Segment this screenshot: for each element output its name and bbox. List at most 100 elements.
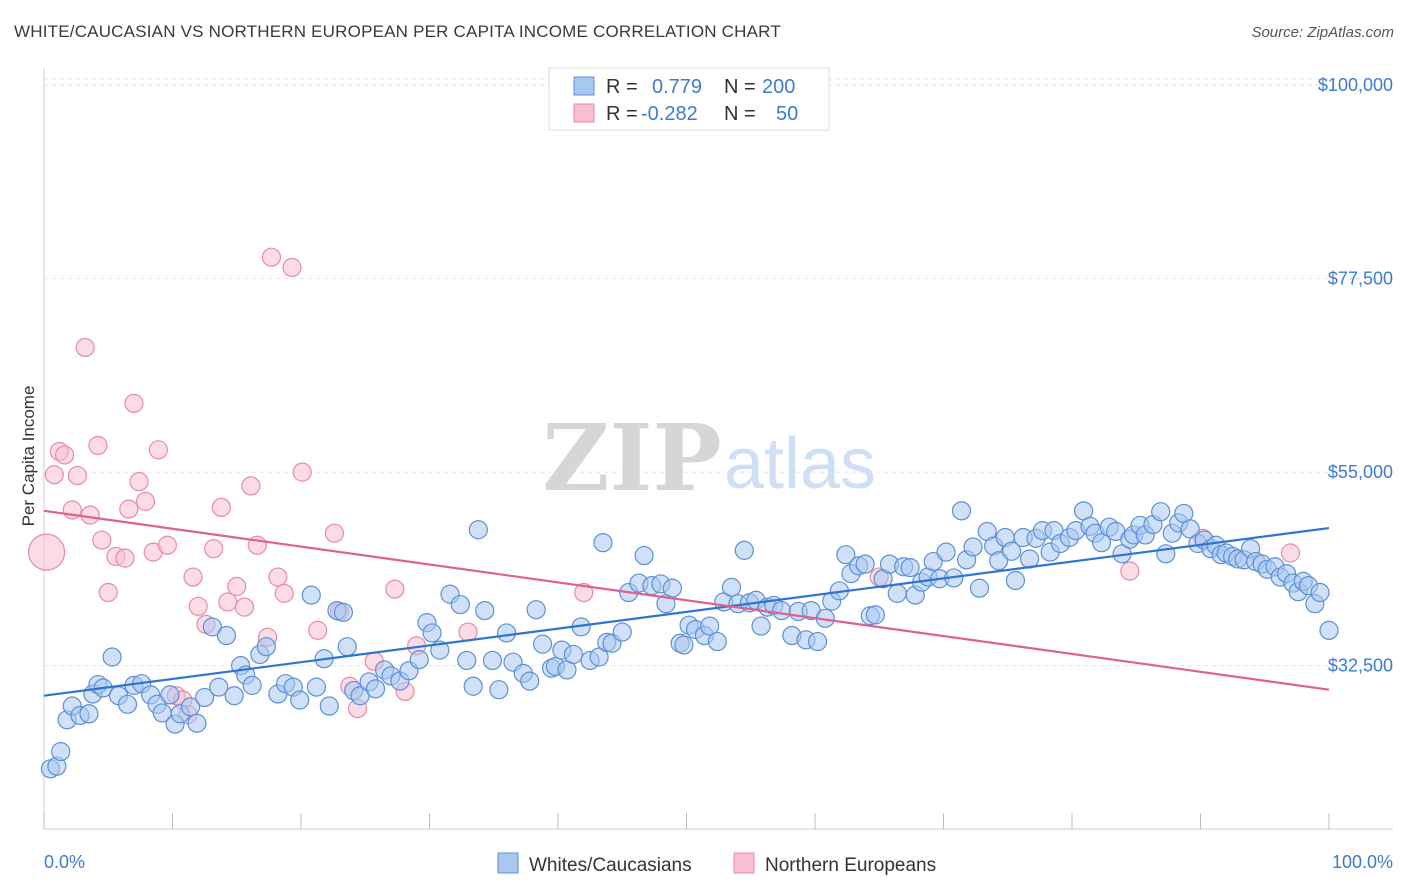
northern-europeans-point bbox=[124, 393, 144, 413]
whites-point bbox=[187, 713, 207, 733]
stats-legend: R = 0.779 N = 200 R = -0.282 N = 50 bbox=[548, 67, 830, 131]
series-legend: Whites/Caucasians Northern Europeans bbox=[497, 852, 936, 876]
northern-europeans-point bbox=[234, 597, 255, 617]
y-axis-label: Per Capita Income bbox=[19, 386, 38, 527]
whites-point bbox=[301, 585, 321, 605]
northern-europeans-point bbox=[80, 505, 100, 525]
northern-europeans-point bbox=[292, 462, 312, 482]
northern-europeans-point bbox=[241, 476, 261, 496]
northern-europeans-point bbox=[129, 472, 149, 492]
source-credit: Source: ZipAtlas.com bbox=[1251, 24, 1394, 41]
whites-point bbox=[1002, 541, 1022, 561]
whites-point bbox=[771, 600, 792, 621]
whites-point bbox=[836, 545, 856, 565]
whites-point bbox=[422, 623, 442, 643]
whites-point bbox=[662, 578, 682, 598]
whites-point bbox=[751, 616, 771, 636]
whites-point bbox=[532, 634, 553, 654]
whites-point bbox=[807, 631, 828, 652]
whites-point bbox=[1005, 570, 1026, 591]
y-tick-label: $32,500 bbox=[1328, 656, 1393, 676]
whites-point bbox=[900, 557, 920, 578]
legend-pink-n-label: N = bbox=[724, 103, 756, 125]
x-tick-min: 0.0% bbox=[44, 852, 85, 872]
whites-point bbox=[365, 679, 386, 699]
northern-europeans-point bbox=[458, 622, 478, 642]
chart-title: WHITE/CAUCASIAN VS NORTHERN EUROPEAN PER… bbox=[14, 22, 781, 41]
legend-pink-r-value: -0.282 bbox=[641, 103, 698, 125]
whites-point bbox=[563, 644, 584, 665]
whites-point bbox=[117, 694, 138, 714]
whites-point bbox=[409, 650, 429, 670]
whites-point bbox=[79, 704, 99, 724]
northern-europeans-point bbox=[44, 465, 64, 485]
northern-europeans-point bbox=[67, 465, 88, 486]
whites-point bbox=[1091, 533, 1112, 553]
whites-point bbox=[855, 554, 875, 574]
whites-point bbox=[160, 685, 180, 705]
whites-point bbox=[306, 677, 327, 697]
gridlines bbox=[44, 78, 1393, 667]
northern-europeans-point bbox=[148, 440, 168, 460]
legend-blue-r-label: R = bbox=[606, 76, 638, 98]
northern-europeans-point bbox=[183, 567, 203, 587]
legend-pink-n-value: 50 bbox=[776, 103, 798, 125]
whites-point bbox=[1151, 502, 1171, 522]
northern-europeans-point bbox=[27, 533, 66, 571]
whites-point bbox=[489, 680, 509, 700]
whites-point bbox=[520, 671, 540, 691]
whites-point bbox=[989, 551, 1009, 571]
northern-europeans-point bbox=[75, 337, 95, 358]
whites-point bbox=[734, 540, 754, 560]
whites-point bbox=[482, 650, 503, 671]
whites-point bbox=[674, 635, 694, 655]
y-tick-labels: $32,500 $55,000 $77,500 $100,000 bbox=[1318, 75, 1393, 675]
northern-europeans-point bbox=[54, 445, 75, 465]
northern-europeans-point bbox=[261, 247, 282, 267]
northern-europeans-point bbox=[1120, 561, 1140, 581]
whites-point bbox=[457, 650, 477, 671]
northern-europeans-point bbox=[268, 567, 288, 587]
whites-point bbox=[951, 501, 972, 521]
whites-point bbox=[209, 677, 229, 697]
northern-europeans-point bbox=[274, 583, 294, 603]
whites-point bbox=[963, 537, 983, 557]
whites-point bbox=[593, 533, 613, 553]
northern-europeans-point bbox=[115, 548, 135, 568]
whites-point bbox=[612, 622, 632, 642]
whites-point bbox=[634, 545, 654, 566]
whites-point bbox=[468, 520, 488, 540]
northern-europeans-point bbox=[282, 257, 302, 278]
whites-point bbox=[969, 578, 990, 598]
series-label-pink: Northern Europeans bbox=[765, 855, 936, 876]
y-tick-label: $77,500 bbox=[1328, 269, 1393, 289]
whites-point bbox=[721, 577, 742, 597]
whites-point bbox=[700, 616, 720, 636]
whites-point bbox=[526, 600, 546, 620]
series-swatch-blue bbox=[497, 852, 519, 874]
axes bbox=[43, 68, 1393, 830]
y-tick-label: $100,000 bbox=[1318, 75, 1393, 95]
whites-point bbox=[242, 675, 262, 695]
whites-point bbox=[1310, 582, 1330, 603]
series-label-blue: Whites/Caucasians bbox=[529, 855, 692, 876]
legend-swatch-blue bbox=[573, 76, 595, 96]
northern-europeans-point bbox=[574, 582, 594, 603]
y-tick-label: $55,000 bbox=[1328, 462, 1393, 482]
whites-point bbox=[337, 637, 357, 657]
whites-point bbox=[475, 600, 495, 621]
whites-point bbox=[497, 623, 517, 643]
northern-europeans-point bbox=[227, 576, 247, 597]
northern-europeans-point bbox=[1280, 543, 1301, 563]
northern-europeans-point bbox=[211, 497, 231, 518]
legend-swatch-pink bbox=[573, 103, 595, 123]
northern-europeans-point bbox=[385, 579, 405, 599]
northern-europeans-point bbox=[98, 582, 118, 603]
northern-europeans-point bbox=[135, 491, 156, 511]
watermark-zip: ZIP bbox=[542, 404, 721, 512]
northern-europeans-point bbox=[308, 620, 328, 640]
whites-point bbox=[923, 551, 943, 572]
whites-trend-line bbox=[43, 526, 1330, 697]
whites-point bbox=[224, 686, 244, 706]
